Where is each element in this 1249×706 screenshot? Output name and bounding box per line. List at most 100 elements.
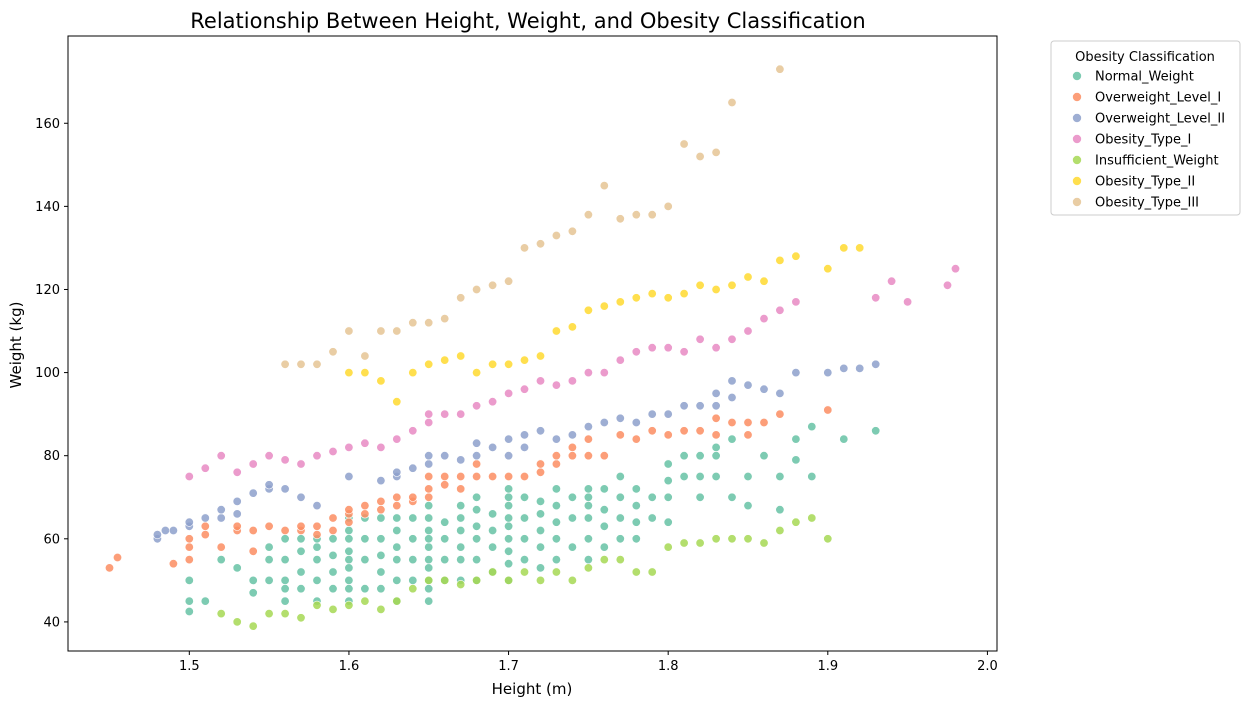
point-obesity-type-ii [839, 243, 849, 253]
point-overweight-level-i [376, 496, 386, 506]
point-obesity-type-ii [583, 305, 593, 315]
point-obesity-type-i [248, 459, 258, 469]
point-normal-weight [583, 534, 593, 544]
point-normal-weight [535, 563, 545, 573]
legend-title: Obesity Classification [1075, 50, 1215, 65]
point-overweight-level-ii [440, 451, 450, 461]
point-overweight-level-i [312, 521, 322, 531]
point-normal-weight [424, 555, 434, 565]
point-normal-weight [424, 596, 434, 606]
point-normal-weight [344, 534, 354, 544]
point-overweight-level-ii [376, 476, 386, 486]
point-normal-weight [551, 517, 561, 527]
point-obesity-type-iii [583, 210, 593, 220]
point-normal-weight [296, 546, 306, 556]
point-normal-weight [328, 550, 338, 560]
point-insufficient-weight [472, 575, 482, 585]
point-normal-weight [567, 513, 577, 523]
point-overweight-level-ii [871, 359, 881, 369]
point-obesity-type-iii [567, 226, 577, 236]
point-normal-weight [519, 513, 529, 523]
point-insufficient-weight [216, 609, 226, 619]
point-insufficient-weight [248, 621, 258, 631]
legend-label: Insufficient_Weight [1095, 154, 1219, 169]
point-normal-weight [312, 542, 322, 552]
point-normal-weight [408, 555, 418, 565]
legend-marker [1072, 134, 1082, 144]
point-overweight-level-ii [456, 455, 466, 465]
point-overweight-level-i [328, 525, 338, 535]
point-normal-weight [663, 517, 673, 527]
point-obesity-type-i [663, 343, 673, 353]
point-normal-weight [551, 484, 561, 494]
point-obesity-type-i [328, 446, 338, 456]
point-overweight-level-ii [392, 467, 402, 477]
point-normal-weight [296, 534, 306, 544]
point-normal-weight [663, 492, 673, 502]
legend-marker [1072, 197, 1082, 207]
point-overweight-level-i [535, 467, 545, 477]
x-tick-label: 1.9 [817, 659, 838, 674]
point-obesity-type-ii [823, 264, 833, 274]
point-overweight-level-i [360, 509, 370, 519]
point-overweight-level-ii [583, 422, 593, 432]
point-insufficient-weight [775, 525, 785, 535]
point-overweight-level-i [105, 563, 115, 573]
point-normal-weight [695, 451, 705, 461]
point-obesity-type-iii [424, 318, 434, 328]
point-obesity-type-iii [711, 147, 721, 157]
point-obesity-type-iii [376, 326, 386, 336]
point-normal-weight [775, 471, 785, 481]
point-overweight-level-i [583, 434, 593, 444]
point-insufficient-weight [519, 567, 529, 577]
point-normal-weight [679, 471, 689, 481]
point-overweight-level-ii [695, 401, 705, 411]
point-insufficient-weight [711, 534, 721, 544]
point-obesity-type-i [775, 305, 785, 315]
point-normal-weight [759, 451, 769, 461]
point-obesity-type-i [216, 451, 226, 461]
point-overweight-level-i [519, 471, 529, 481]
point-overweight-level-i [679, 426, 689, 436]
point-normal-weight [232, 563, 242, 573]
point-overweight-level-ii [759, 384, 769, 394]
point-obesity-type-i [791, 297, 801, 307]
point-normal-weight [711, 442, 721, 452]
point-overweight-level-ii [184, 517, 194, 527]
point-insufficient-weight [535, 575, 545, 585]
point-normal-weight [472, 492, 482, 502]
point-normal-weight [472, 521, 482, 531]
point-insufficient-weight [440, 575, 450, 585]
point-normal-weight [360, 584, 370, 594]
point-normal-weight [519, 492, 529, 502]
point-insufficient-weight [583, 563, 593, 573]
point-normal-weight [631, 484, 641, 494]
point-obesity-type-i [631, 347, 641, 357]
point-overweight-level-ii [200, 513, 210, 523]
point-normal-weight [695, 492, 705, 502]
point-overweight-level-i [328, 513, 338, 523]
point-obesity-type-ii [743, 272, 753, 282]
point-normal-weight [264, 575, 274, 585]
y-tick-label: 100 [35, 366, 60, 381]
legend: Obesity Classification Normal_Weight Over… [1050, 40, 1241, 216]
point-overweight-level-i [376, 505, 386, 515]
point-obesity-type-ii [472, 368, 482, 378]
point-obesity-type-i [200, 463, 210, 473]
point-obesity-type-i [727, 334, 737, 344]
point-overweight-level-ii [855, 363, 865, 373]
point-normal-weight [280, 555, 290, 565]
point-obesity-type-ii [360, 368, 370, 378]
point-obesity-type-i [535, 376, 545, 386]
point-normal-weight [711, 471, 721, 481]
point-normal-weight [376, 534, 386, 544]
point-normal-weight [615, 534, 625, 544]
point-overweight-level-i [551, 459, 561, 469]
point-overweight-level-i [615, 430, 625, 440]
point-normal-weight [615, 492, 625, 502]
point-insufficient-weight [615, 555, 625, 565]
point-normal-weight [807, 422, 817, 432]
point-overweight-level-i [232, 521, 242, 531]
point-normal-weight [775, 505, 785, 515]
point-overweight-level-i [663, 430, 673, 440]
